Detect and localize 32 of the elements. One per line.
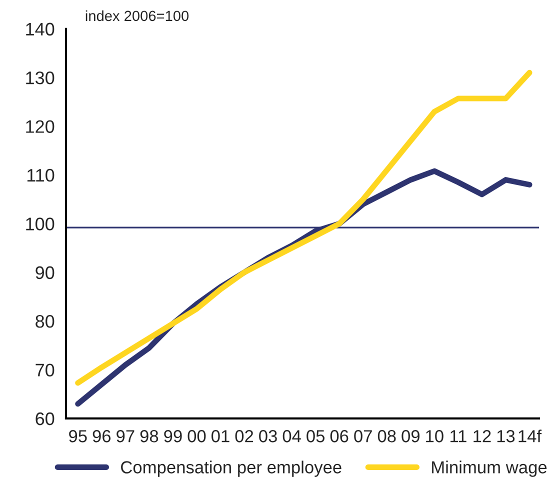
y-tick-label: 110 — [27, 168, 54, 182]
y-tick-label: 140 — [26, 22, 54, 36]
x-tick-label: 08 — [378, 430, 396, 442]
x-tick-label: 96 — [92, 430, 111, 442]
y-tick-label: 100 — [26, 218, 54, 230]
x-tick-label: 95 — [69, 430, 87, 442]
x-tick-label: 03 — [259, 430, 277, 442]
x-tick-label: 00 — [188, 430, 206, 442]
x-tick-label: 07 — [354, 430, 372, 442]
y-tick-label: 60 — [36, 412, 54, 426]
x-tick-label: 10 — [426, 430, 444, 442]
x-tick-label: 02 — [235, 430, 254, 442]
x-tick-label: 14f — [518, 430, 542, 442]
x-tick-label: 09 — [402, 430, 420, 442]
legend-label: Compensation per employee — [121, 460, 342, 477]
x-tick-label: 99 — [164, 430, 182, 442]
x-tick-label: 97 — [116, 430, 134, 442]
x-tick-label: 12 — [474, 430, 491, 442]
x-tick-label: 98 — [140, 430, 158, 442]
x-tick-label: 06 — [330, 430, 348, 442]
y-tick-label: 80 — [36, 315, 54, 328]
x-tick-label: 04 — [282, 430, 301, 442]
y-tick-label: 130 — [26, 71, 54, 84]
y-tick-label: 90 — [36, 266, 54, 280]
x-tick-label: 01 — [212, 430, 230, 442]
text: index 2006=100 — [86, 10, 189, 22]
x-tick-label: 05 — [306, 430, 324, 442]
y-tick-label: 70 — [36, 364, 54, 376]
legend-label: Minimum wage — [432, 460, 547, 477]
x-tick-label: 13 — [497, 430, 515, 442]
y-tick-label: 120 — [26, 120, 54, 133]
x-tick-label: 11 — [450, 430, 466, 442]
